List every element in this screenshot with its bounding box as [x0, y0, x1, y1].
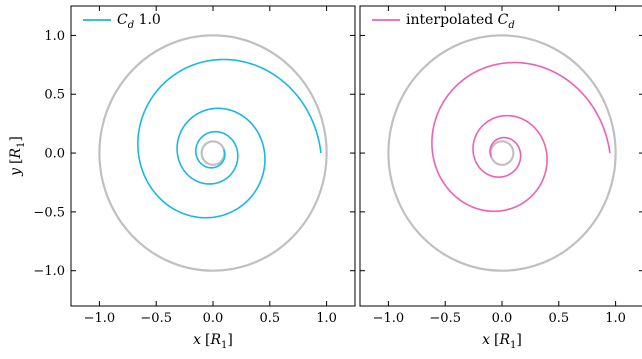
legend: Cd 1.0	[83, 12, 161, 31]
x-axis-label: x [R1]	[193, 332, 233, 351]
legend: interpolated Cd	[372, 12, 515, 31]
x-tick-label: 0.5	[259, 311, 280, 326]
x-tick-label: −0.5	[140, 311, 172, 326]
outer-boundary-circle	[98, 34, 328, 272]
x-tick-label: −1.0	[84, 311, 116, 326]
x-tick-label: 0.5	[548, 311, 569, 326]
x-tick-label: 1.0	[316, 311, 337, 326]
outer-boundary-circle	[387, 34, 617, 272]
inner-boundary-circle	[200, 140, 226, 166]
x-tick-label: −1.0	[373, 311, 405, 326]
trajectory-line	[431, 61, 611, 213]
x-tick-label: −0.5	[429, 311, 461, 326]
y-tick-label: −0.5	[33, 205, 65, 220]
x-tick-label: 0.0	[492, 311, 513, 326]
legend-label: Cd 1.0	[117, 12, 161, 31]
x-axis-label: x [R1]	[482, 332, 522, 351]
x-tick-label: 0.0	[203, 311, 224, 326]
y-tick-label: −1.0	[33, 264, 65, 279]
inner-boundary-circle	[489, 140, 515, 166]
y-tick-label: 0.5	[44, 88, 65, 103]
y-tick-label: 1.0	[44, 29, 65, 44]
right-panel: −1.0 −0.5 0.0 0.5 1.0 x [R1] interpolated Cd	[359, 5, 642, 351]
legend-label: interpolated Cd	[406, 12, 515, 31]
left-panel: −1.0 −0.5 0.0 0.5 1.0 −1.0 −0.5 0.0 0.5 1.0 x [R1] y…	[8, 5, 356, 351]
plot-area	[98, 34, 328, 272]
trajectory-line	[137, 58, 322, 219]
axes-frame	[70, 5, 356, 307]
plot-area	[387, 34, 617, 272]
x-tick-label: 1.0	[605, 311, 626, 326]
y-tick-label: 0.0	[44, 147, 65, 162]
axes-frame	[359, 5, 642, 307]
y-axis-label: y[R1]	[8, 136, 27, 177]
